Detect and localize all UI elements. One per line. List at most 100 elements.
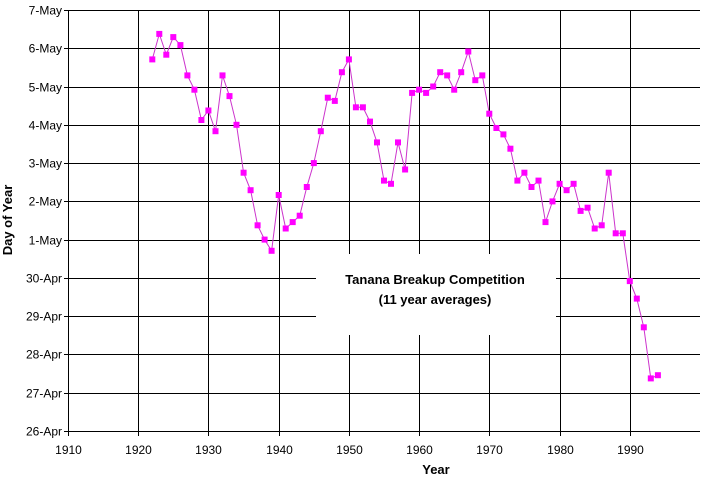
data-point (542, 219, 549, 226)
data-point (556, 180, 563, 187)
data-point (598, 222, 605, 229)
data-point (219, 72, 226, 79)
y-tick-label: 7-May (29, 4, 62, 18)
data-point (472, 77, 479, 84)
data-point (528, 184, 535, 190)
data-point (345, 56, 352, 63)
data-point (331, 97, 338, 104)
data-point (570, 180, 577, 187)
data-point (289, 219, 296, 226)
data-point (577, 207, 584, 214)
data-point (254, 222, 261, 229)
tick-labels: 26-Apr 27-Apr 28-Apr 29-Apr 30-Apr 1-May 2-May… (26, 4, 644, 458)
annotation-box: Tanana Breakup Competition (11 year aver… (316, 254, 556, 335)
data-point (479, 72, 486, 79)
data-point (612, 230, 619, 237)
data-point (437, 69, 444, 76)
data-point (451, 86, 458, 93)
data-point (374, 139, 380, 146)
data-point (563, 187, 570, 194)
data-point (486, 110, 493, 117)
data-point (233, 121, 240, 128)
y-tick-label: 30-Apr (26, 272, 62, 286)
data-point (626, 278, 633, 285)
data-point (324, 94, 331, 101)
data-point (633, 295, 640, 302)
data-point (163, 51, 170, 58)
data-point (170, 34, 177, 41)
data-point (549, 198, 556, 205)
data-point (535, 177, 542, 184)
annotation-line-1: Tanana Breakup Competition (345, 272, 525, 287)
y-tick-label: 6-May (29, 42, 62, 56)
data-point (177, 42, 184, 49)
data-point (282, 225, 289, 232)
y-tick-label: 2-May (29, 195, 62, 209)
data-point (423, 89, 430, 96)
x-tick-label: 1930 (195, 443, 222, 457)
data-point (416, 86, 423, 93)
data-point (359, 104, 366, 111)
x-tick-label: 1920 (125, 443, 152, 457)
data-point (458, 69, 465, 76)
data-point (591, 225, 598, 232)
plot-area (68, 10, 700, 431)
data-point (388, 180, 394, 187)
data-point (654, 372, 661, 379)
data-point (352, 104, 359, 111)
data-point (444, 72, 451, 79)
data-point (507, 145, 514, 152)
data-point (226, 93, 233, 100)
data-point (338, 69, 345, 76)
y-tick-label: 27-Apr (26, 387, 62, 401)
data-point (156, 30, 163, 37)
data-point (605, 169, 612, 176)
x-tick-label: 1960 (406, 443, 433, 457)
x-tick-label: 1940 (266, 443, 293, 457)
data-point (149, 56, 156, 63)
data-point (381, 177, 387, 184)
annotation-background (316, 254, 556, 335)
data-point (395, 139, 401, 146)
data-point (640, 324, 647, 331)
y-tick-label: 5-May (29, 81, 62, 95)
data-point (198, 117, 205, 123)
data-point (184, 72, 191, 79)
y-axis-title: Day of Year (0, 185, 15, 256)
data-point (317, 128, 324, 135)
data-point (268, 247, 275, 254)
data-point (584, 204, 591, 211)
data-point (465, 48, 472, 55)
y-tick-label: 29-Apr (26, 310, 62, 324)
data-point (493, 125, 500, 131)
data-point (303, 184, 310, 190)
data-point (240, 169, 247, 176)
x-tick-label: 1910 (55, 443, 82, 457)
data-point (619, 230, 626, 237)
x-axis-title: Year (422, 462, 449, 477)
axes (64, 10, 700, 436)
x-tick-label: 1970 (476, 443, 503, 457)
annotation-line-2: (11 year averages) (379, 292, 492, 307)
data-point (647, 375, 654, 382)
data-point (514, 177, 521, 184)
data-point (261, 236, 268, 243)
data-point (247, 187, 254, 194)
data-point (500, 131, 507, 138)
data-point (275, 192, 282, 198)
x-tick-label: 1980 (547, 443, 574, 457)
data-point (212, 128, 219, 135)
y-tick-label: 28-Apr (26, 348, 62, 362)
data-point (296, 212, 303, 219)
data-point (409, 89, 416, 96)
data-point (367, 118, 373, 125)
data-point (521, 169, 528, 176)
y-tick-label: 26-Apr (26, 425, 62, 439)
y-tick-label: 4-May (29, 119, 62, 133)
y-tick-label: 1-May (29, 234, 62, 248)
data-point (402, 166, 409, 173)
x-tick-label: 1990 (617, 443, 644, 457)
x-tick-label: 1950 (336, 443, 363, 457)
data-point (205, 107, 212, 114)
